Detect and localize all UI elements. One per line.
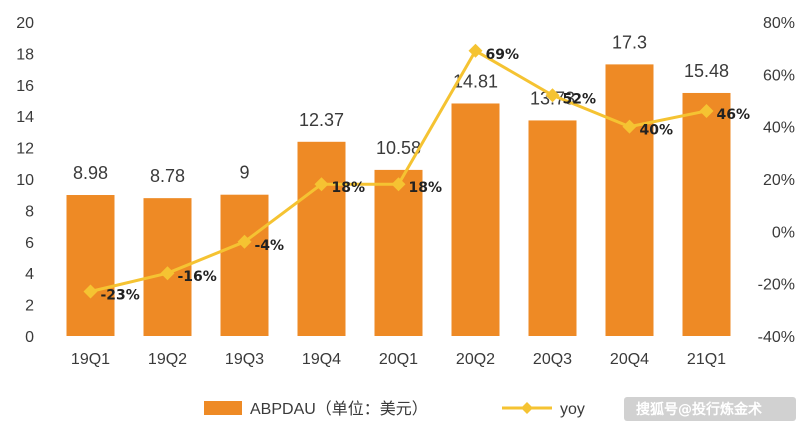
yoy-value-label: -23% — [101, 288, 140, 304]
yoy-point-marker — [699, 103, 714, 118]
right-axis-tick-label: -20% — [758, 277, 795, 294]
yoy-point-marker — [314, 177, 329, 192]
yoy-value-label: -4% — [255, 238, 285, 254]
left-axis-tick-label: 0 — [25, 329, 34, 346]
x-axis-category-label: 20Q1 — [379, 351, 418, 368]
x-axis-category-label: 20Q4 — [610, 351, 649, 368]
right-axis-tick-label: 20% — [763, 172, 795, 189]
right-axis-tick-label: 60% — [763, 67, 795, 84]
bar-value-label: 8.78 — [150, 166, 185, 186]
bar-value-label: 10.58 — [376, 138, 421, 158]
left-axis-tick-label: 14 — [16, 109, 34, 126]
bar — [220, 194, 269, 336]
watermark-backdrop — [624, 397, 796, 421]
yoy-value-label: 69% — [486, 47, 520, 63]
left-axis-tick-label: 12 — [16, 141, 34, 158]
yoy-value-labels: -23% -16% -4% 18% 18% 69% 52% 40% 46% — [101, 47, 751, 304]
left-axis-tick-label: 10 — [16, 172, 34, 189]
yoy-point-marker — [468, 43, 483, 58]
watermark: 搜狐号@投行炼金术 — [636, 401, 762, 418]
legend-line-label: yoy — [560, 401, 585, 418]
x-axis-category-label: 21Q1 — [687, 351, 726, 368]
x-axis-category-label: 19Q1 — [71, 351, 110, 368]
watermark-group: 搜狐号@投行炼金术 — [624, 397, 796, 421]
legend-bar-label: ABPDAU（单位：美元） — [250, 400, 428, 418]
bar — [451, 103, 500, 336]
bar-value-label: 9 — [239, 163, 249, 183]
bar-value-label: 8.98 — [73, 163, 108, 183]
left-axis-tick-label: 20 — [16, 15, 34, 32]
legend-diamond-marker-icon — [521, 402, 533, 414]
yoy-value-label: 40% — [640, 123, 674, 139]
yoy-point-marker — [160, 266, 175, 281]
yoy-value-label: 46% — [717, 107, 751, 123]
yoy-value-label: 18% — [409, 180, 443, 196]
bar — [682, 92, 731, 337]
right-axis-tick-label: 0% — [772, 224, 795, 241]
left-axis: 0 2 4 6 8 10 12 14 16 18 20 — [16, 15, 34, 346]
bar — [528, 120, 577, 337]
right-axis-tick-label: 80% — [763, 15, 795, 32]
left-axis-tick-label: 6 — [25, 235, 34, 252]
yoy-value-label: 18% — [332, 180, 366, 196]
left-axis-tick-label: 4 — [25, 266, 34, 283]
yoy-point-marker — [237, 234, 252, 249]
x-axis-category-label: 19Q2 — [148, 351, 187, 368]
right-axis-tick-label: -40% — [758, 329, 795, 346]
bar — [605, 64, 654, 336]
bar-value-label: 14.81 — [453, 71, 498, 91]
left-axis-tick-label: 2 — [25, 298, 34, 315]
yoy-point-marker — [545, 88, 560, 103]
x-axis-category-label: 20Q3 — [533, 351, 572, 368]
yoy-point-marker — [83, 284, 98, 299]
x-axis-category-label: 20Q2 — [456, 351, 495, 368]
x-axis-categories: 19Q1 19Q2 19Q3 19Q4 20Q1 20Q2 20Q3 20Q4 21Q1 — [71, 351, 726, 368]
x-axis-category-label: 19Q4 — [302, 351, 341, 368]
bar-value-label: 15.48 — [684, 61, 729, 81]
bar — [374, 169, 423, 336]
x-axis-category-label: 19Q3 — [225, 351, 264, 368]
right-axis: -40% -20% 0% 20% 40% 60% 80% — [758, 15, 795, 346]
yoy-point-marker — [391, 177, 406, 192]
yoy-line-series — [83, 43, 714, 299]
left-axis-tick-label: 18 — [16, 46, 34, 63]
yoy-value-label: -16% — [178, 269, 217, 285]
right-axis-tick-label: 40% — [763, 120, 795, 137]
left-axis-tick-label: 8 — [25, 203, 34, 220]
legend: ABPDAU（单位：美元） yoy — [204, 400, 585, 418]
left-axis-tick-label: 16 — [16, 78, 34, 95]
bar-series — [66, 64, 731, 337]
bar-value-label: 17.3 — [612, 32, 647, 52]
yoy-point-marker — [622, 119, 637, 134]
bar-value-label: 12.37 — [299, 110, 344, 130]
bar — [297, 141, 346, 336]
bar — [66, 195, 115, 336]
legend-bar-swatch — [204, 401, 242, 415]
yoy-value-label: 52% — [563, 91, 597, 107]
